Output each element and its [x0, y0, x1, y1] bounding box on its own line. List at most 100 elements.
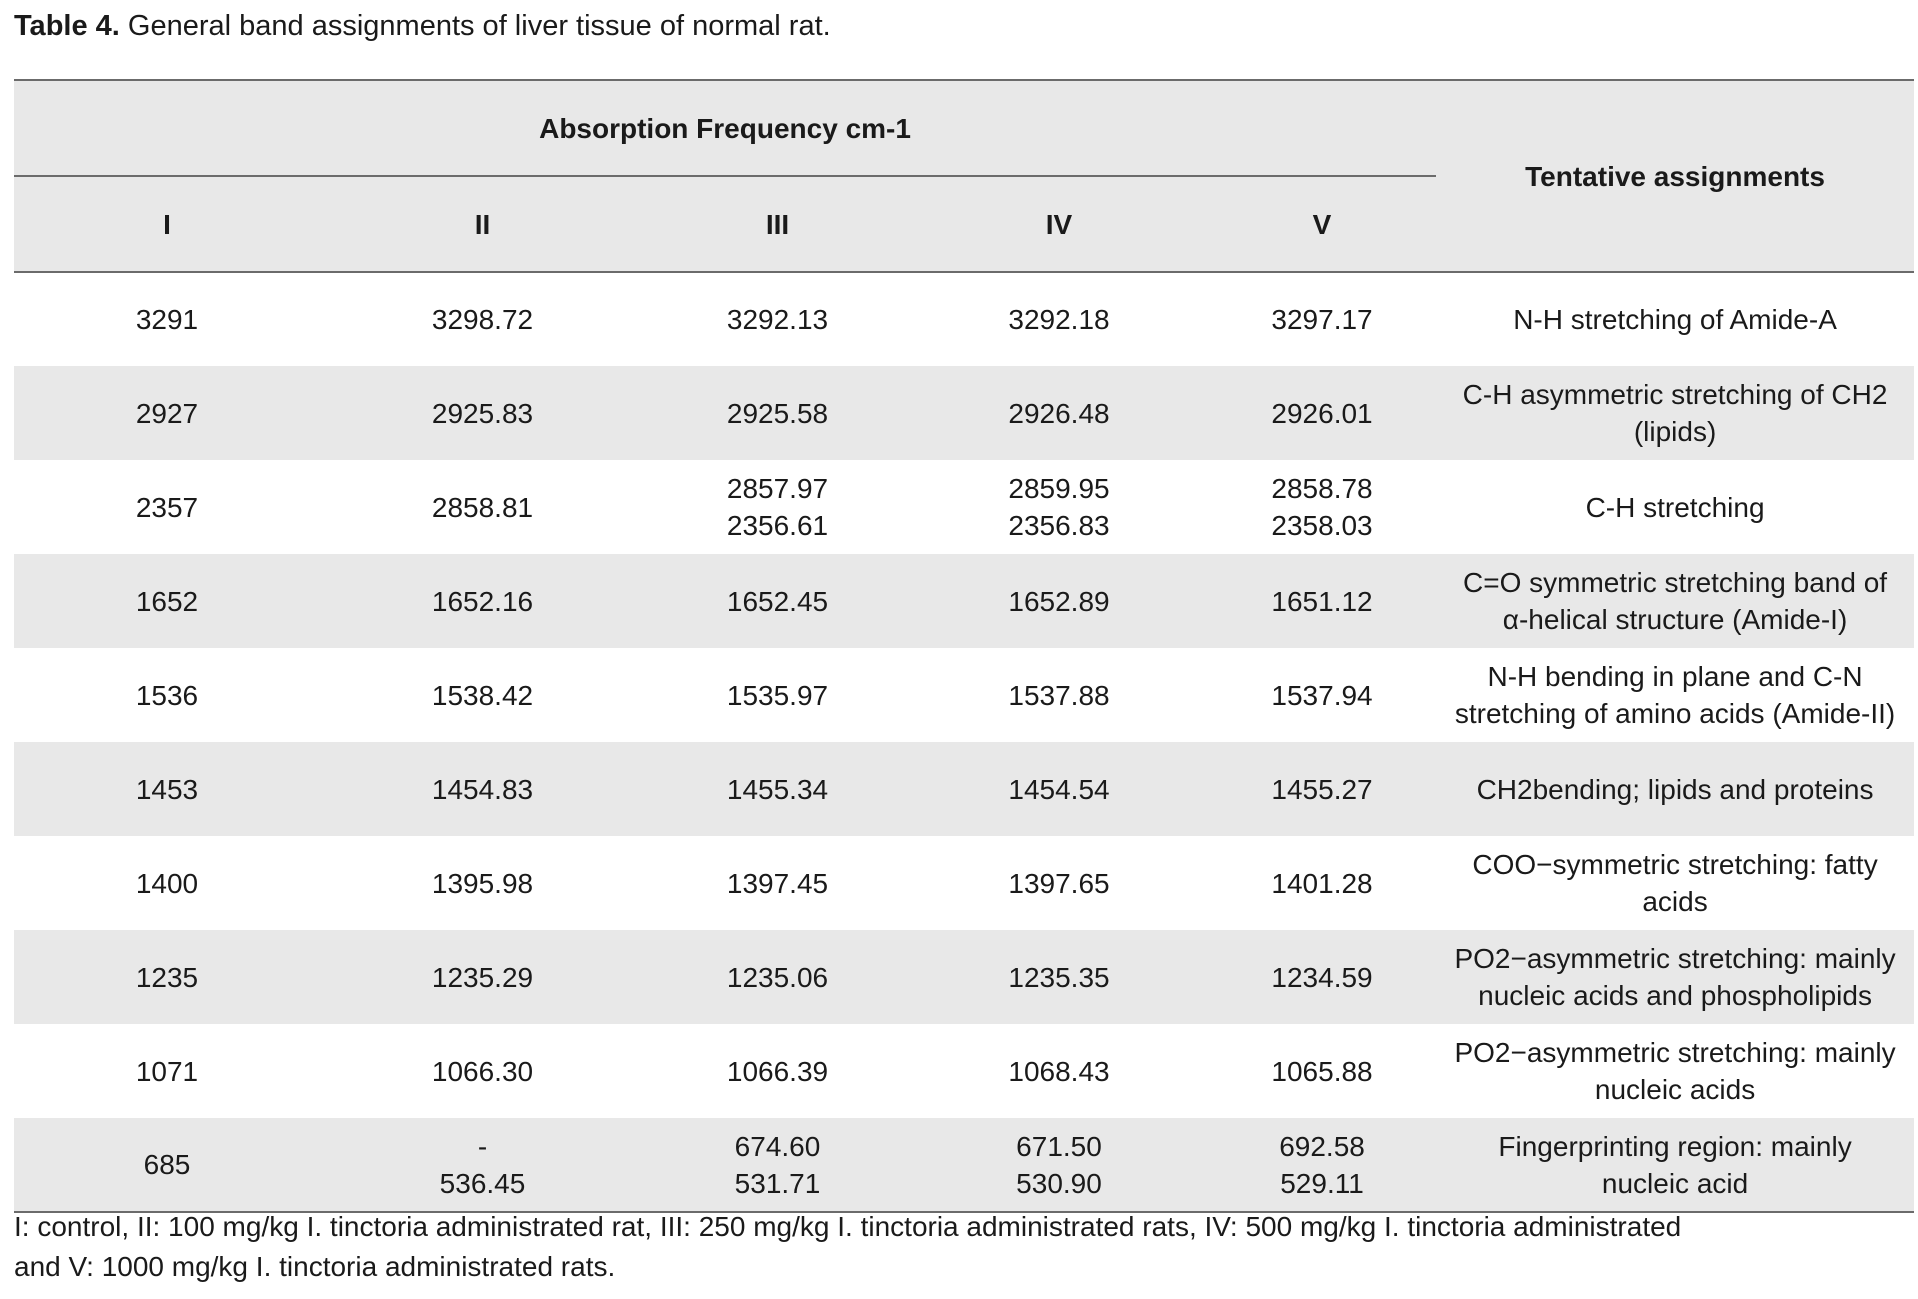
cell-line: 1400	[135, 867, 199, 899]
cell-line: 1071	[135, 1055, 199, 1087]
table-row: 1536 1538.42 1535.97 1537.88 1537.94 N-H bend…	[14, 648, 1914, 742]
cell-line: 1235	[135, 961, 199, 993]
cell-line: α-helical structure (Amide-I)	[1502, 604, 1848, 635]
cell-col-iii: 1235.06	[645, 930, 910, 1024]
cell-line: 1401.28	[1271, 867, 1373, 899]
cell-line: C-H stretching	[1585, 491, 1765, 523]
cell-line: 1235.35	[1008, 961, 1110, 993]
cell-assignment: C-H asymmetric stretching of CH2 (lipids)	[1436, 366, 1915, 460]
table-row: 1400 1395.98 1397.45 1397.65 1401.28 COO−symm…	[14, 836, 1914, 930]
cell-col-iii: 2925.58	[645, 366, 910, 460]
cell-line: 2859.95	[1008, 473, 1110, 504]
cell-line: 1455.27	[1271, 773, 1373, 805]
cell-col-v: 1065.88	[1208, 1024, 1436, 1118]
cell-assignment: CH2bending; lipids and proteins	[1436, 742, 1915, 836]
cell-col-iii: 2857.97 2356.61	[645, 460, 910, 554]
cell-line: 1453	[135, 773, 199, 805]
cell-line: 1652.45	[726, 585, 829, 617]
cell-col-i: 1453	[14, 742, 320, 836]
cell-col-ii: 1454.83	[320, 742, 645, 836]
cell-col-iii: 1455.34	[645, 742, 910, 836]
cell-col-v: 2926.01	[1208, 366, 1437, 460]
cell-col-iii: 1066.39	[645, 1024, 910, 1118]
cell-line: 1536	[135, 679, 199, 711]
cell-line: 1652	[135, 585, 199, 617]
cell-line: 1066.39	[726, 1055, 829, 1087]
cell-line: 1651.12	[1271, 585, 1373, 617]
cell-line: 1066.30	[431, 1055, 534, 1087]
cell-line: Fingerprinting region: mainly	[1498, 1130, 1852, 1162]
absorption-frequency-header: Absorption Frequency cm-1	[14, 80, 1437, 177]
table-caption-label: Table 4.	[14, 10, 120, 42]
cell-line: 671.50	[1016, 1130, 1102, 1162]
cell-line: PO2−asymmetric stretching: mainly	[1454, 943, 1896, 974]
cell-line: 1234.59	[1271, 961, 1373, 993]
cell-line: CH2bending; lipids and proteins	[1476, 773, 1874, 805]
cell-assignment: Fingerprinting region: mainly nucleic aci…	[1436, 1118, 1915, 1213]
cell-line: 1397.65	[1008, 867, 1110, 899]
band-assignments-table: Absorption Frequency cm-1 Tentative assi…	[14, 79, 1915, 1213]
table-caption: Table 4. General band assignments of liv…	[14, 6, 831, 46]
cell-col-iii: 3292.13	[645, 272, 910, 366]
cell-assignment: COO−symmetric stretching: fatty acids	[1436, 836, 1914, 930]
cell-line: 2926.01	[1271, 397, 1373, 429]
cell-col-iii: 1652.45	[645, 554, 910, 648]
cell-line: 2927	[135, 397, 199, 429]
cell-line: (lipids)	[1633, 416, 1717, 447]
cell-line: 1652.89	[1008, 585, 1110, 617]
cell-col-ii: 1066.30	[320, 1024, 645, 1118]
table-body: 3291 3298.72 3292.13 3292.18 3297.17 N-H stre…	[14, 272, 1915, 1213]
cell-line: nucleic acid	[1601, 1167, 1749, 1199]
cell-line: 1652.16	[431, 585, 534, 617]
cell-line: 2926.48	[1008, 397, 1110, 429]
cell-line: 1454.83	[431, 773, 534, 805]
cell-assignment: C=O symmetric stretching band of α-helica…	[1436, 554, 1915, 648]
cell-col-v: 1455.27	[1208, 742, 1437, 836]
column-header-ii: II	[320, 176, 645, 273]
cell-line: 2925.58	[726, 397, 829, 429]
cell-col-iv: 1235.35	[910, 930, 1208, 1024]
cell-line: 1068.43	[1008, 1055, 1110, 1087]
cell-col-v: 2858.78 2358.03	[1208, 460, 1436, 554]
column-header-i: I	[14, 176, 320, 273]
cell-line: 530.90	[1016, 1167, 1102, 1199]
table-row: 1235 1235.29 1235.06 1235.35 1234.59 PO2−asym…	[14, 930, 1915, 1024]
cell-assignment: N-H stretching of Amide-A	[1436, 272, 1914, 366]
cell-line: 1537.88	[1008, 679, 1110, 711]
cell-line: 1454.54	[1008, 773, 1110, 805]
cell-line: C=O symmetric stretching band of	[1463, 567, 1888, 598]
cell-line: 1235.29	[431, 961, 534, 993]
cell-col-i: 1071	[14, 1024, 320, 1118]
cell-col-ii: 1652.16	[320, 554, 645, 648]
cell-col-i: 1235	[14, 930, 320, 1024]
cell-col-i: 685	[14, 1118, 320, 1213]
table-row: 1071 1066.30 1066.39 1068.43 1065.88 PO2−asym…	[14, 1024, 1914, 1118]
table-caption-text: General band assignments of liver tissue…	[127, 10, 831, 42]
cell-line: 2357	[135, 491, 199, 523]
cell-line: 3292.13	[726, 304, 829, 335]
cell-line: N-H bending in plane and C-N	[1487, 661, 1863, 692]
cell-col-iii: 1397.45	[645, 836, 910, 930]
cell-line: 674.60	[734, 1130, 821, 1162]
cell-col-ii: 1235.29	[320, 930, 645, 1024]
cell-col-ii: 1395.98	[320, 836, 645, 930]
cell-col-v: 3297.17	[1208, 272, 1436, 366]
cell-line: 3292.18	[1008, 304, 1110, 335]
cell-line: 1535.97	[726, 679, 829, 711]
cell-line: 3297.17	[1271, 304, 1373, 335]
cell-col-i: 2927	[14, 366, 320, 460]
cell-col-i: 1400	[14, 836, 320, 930]
cell-line: stretching of amino acids (Amide-II)	[1454, 698, 1896, 729]
cell-assignment: C-H stretching	[1436, 460, 1914, 554]
cell-line: 1235.06	[726, 961, 829, 993]
cell-line: nucleic acids	[1594, 1074, 1756, 1105]
column-header-iii: III	[645, 176, 910, 273]
cell-col-iv: 2859.95 2356.83	[910, 460, 1208, 554]
cell-col-v: 692.58 529.11	[1208, 1118, 1437, 1213]
cell-col-iv: 1537.88	[910, 648, 1208, 742]
cell-line: 3291	[135, 304, 199, 335]
cell-line: 536.45	[439, 1167, 526, 1199]
cell-col-v: 1651.12	[1208, 554, 1437, 648]
cell-line: 1395.98	[431, 867, 534, 899]
cell-line: 1538.42	[431, 679, 534, 711]
